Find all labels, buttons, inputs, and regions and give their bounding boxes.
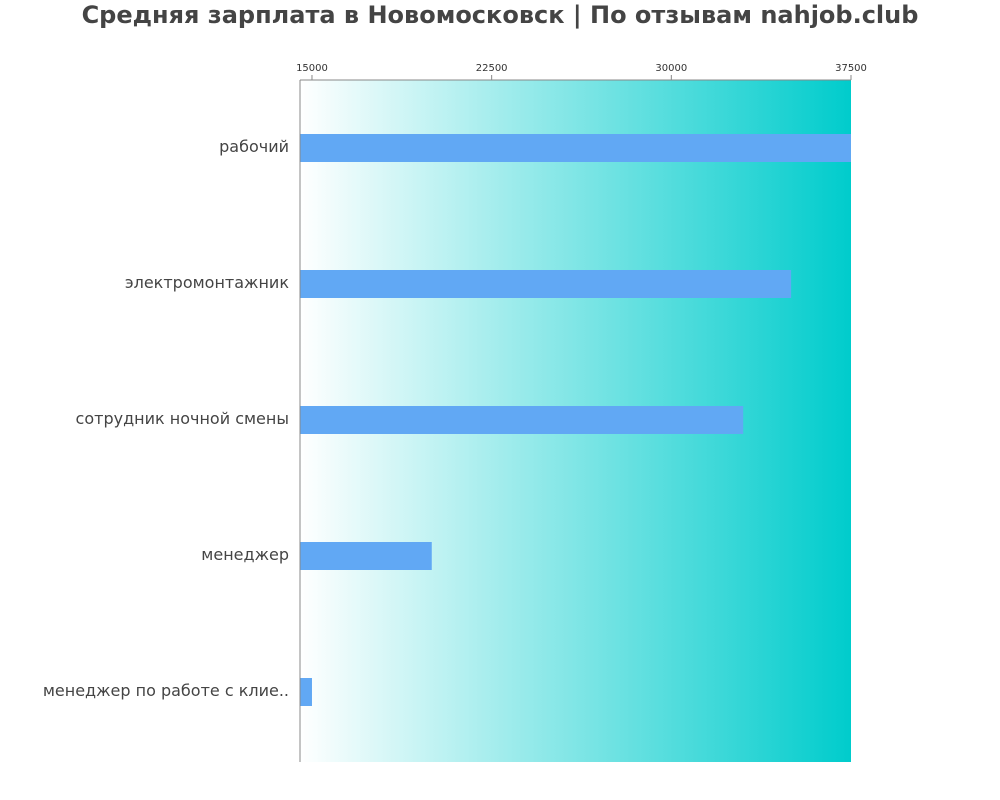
category-label: сотрудник ночной смены <box>76 409 289 428</box>
bar <box>300 134 851 162</box>
x-axis-ticks: 15000 22500 30000 37500 <box>296 63 867 80</box>
category-label: рабочий <box>219 137 289 156</box>
bars <box>300 134 851 706</box>
chart-title: Средняя зарплата в Новомосковск | По отз… <box>81 1 919 29</box>
x-tick-label: 22500 <box>476 63 508 74</box>
bar <box>300 542 432 570</box>
category-label: электромонтажник <box>125 273 290 292</box>
category-label: менеджер <box>201 545 289 564</box>
bar <box>300 270 792 298</box>
category-labels: рабочий электромонтажник сотрудник ночной … <box>43 137 290 700</box>
category-label: менеджер по работе с клие.. <box>43 681 289 700</box>
bar <box>300 678 312 706</box>
x-tick-label: 37500 <box>835 63 867 74</box>
x-tick-label: 15000 <box>296 63 328 74</box>
x-tick-label: 30000 <box>655 63 687 74</box>
bar <box>300 406 744 434</box>
